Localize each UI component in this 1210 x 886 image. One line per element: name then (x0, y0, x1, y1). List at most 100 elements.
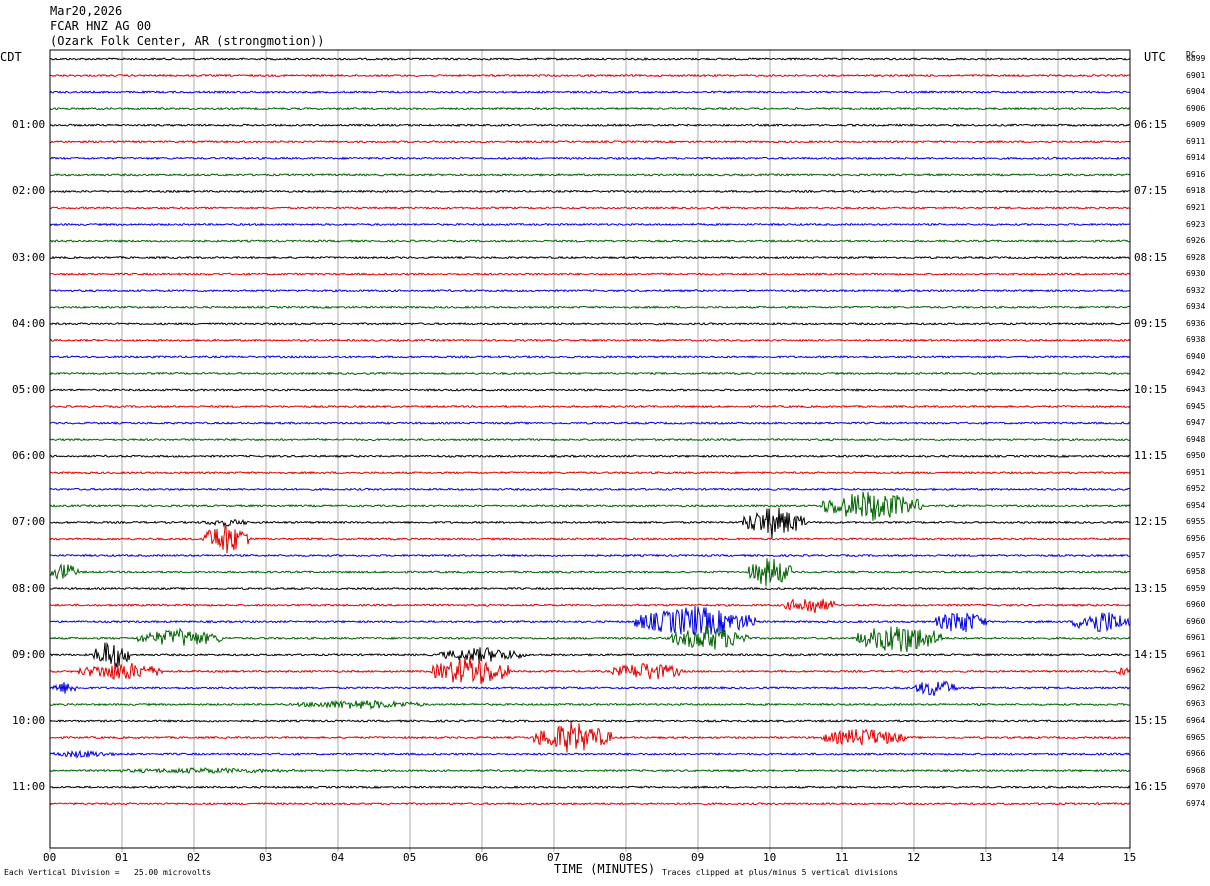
trace-15 (49, 305, 1131, 310)
trace-0 (49, 57, 1131, 61)
dc-value: 6923 (1186, 219, 1206, 229)
trace-23 (49, 437, 1131, 442)
x-tick-label: 11 (835, 851, 849, 864)
trace-20 (49, 388, 1131, 392)
dc-value: 6904 (1186, 87, 1206, 97)
dc-value: 6962 (1186, 682, 1206, 692)
trace-10 (49, 222, 1131, 227)
dc-value: 6960 (1186, 600, 1206, 610)
dc-value: 6960 (1186, 616, 1206, 626)
trace-2 (49, 90, 1131, 94)
x-tick-label: 00 (43, 851, 57, 864)
right-time-label: 10:15 (1134, 383, 1168, 396)
left-time-label: 11:00 (12, 780, 46, 794)
trace-34 (49, 606, 1131, 635)
left-time-label: 10:00 (12, 714, 46, 727)
trace-18 (49, 354, 1131, 359)
x-tick-label: 09 (691, 851, 705, 864)
right-time-label: 14:15 (1134, 647, 1168, 661)
x-axis-title: TIME (MINUTES) (554, 862, 656, 876)
right-time-label: 12:15 (1134, 515, 1168, 529)
dc-value: 6970 (1186, 782, 1206, 792)
trace-25 (49, 470, 1131, 475)
left-time-label: 04:00 (12, 316, 46, 330)
trace-13 (49, 272, 1131, 276)
x-tick-label: 13 (979, 851, 993, 864)
dc-value: 6936 (1186, 318, 1206, 328)
x-tick-label: 10 (763, 851, 777, 864)
dc-value: 6916 (1186, 169, 1206, 179)
trace-5 (49, 139, 1131, 144)
left-time-label: 08:00 (12, 581, 46, 595)
dc-value: 6964 (1186, 716, 1206, 725)
trace-41 (49, 722, 1131, 753)
x-tick-label: 04 (331, 851, 345, 864)
dc-value: 6974 (1186, 798, 1206, 808)
dc-value: 6928 (1186, 252, 1206, 262)
dc-value: 6955 (1186, 517, 1206, 527)
left-timezone-label: CDT (0, 50, 22, 64)
x-tick-label: 14 (1051, 851, 1065, 864)
dc-value: 6934 (1186, 302, 1206, 312)
dc-value: 6958 (1186, 567, 1206, 577)
dc-value: 6942 (1186, 368, 1206, 378)
plot-grid (49, 50, 1131, 852)
location-label: (Ozark Folk Center, AR (strongmotion)) (50, 34, 325, 48)
dc-value: 6918 (1186, 186, 1206, 196)
trace-33 (49, 598, 1131, 614)
trace-7 (49, 173, 1131, 177)
trace-31 (49, 558, 1130, 587)
trace-27 (49, 491, 1131, 521)
right-time-label: 15:15 (1134, 714, 1168, 727)
left-time-label: 06:00 (12, 449, 46, 463)
dc-value: 6901 (1186, 70, 1206, 80)
trace-37 (49, 656, 1131, 684)
x-tick-label: 03 (259, 851, 273, 864)
x-tick-label: 07 (547, 851, 561, 864)
right-time-label: 09:15 (1134, 316, 1168, 330)
dc-value: 6948 (1186, 434, 1206, 444)
trace-17 (49, 338, 1131, 343)
trace-6 (49, 156, 1131, 161)
trace-16 (49, 321, 1131, 326)
dc-value: 6947 (1186, 418, 1206, 428)
trace-14 (49, 288, 1131, 293)
left-time-label: 05:00 (12, 383, 46, 396)
dc-value: 6961 (1186, 649, 1206, 659)
dc-value: 6932 (1186, 285, 1206, 295)
trace-39 (49, 699, 1131, 711)
dc-value: 6914 (1186, 153, 1206, 163)
trace-21 (49, 404, 1131, 409)
x-tick-label: 12 (907, 851, 921, 864)
x-tick-label: 02 (187, 851, 201, 864)
trace-40 (49, 719, 1131, 723)
dc-value: 6906 (1186, 103, 1206, 113)
right-time-label: 13:15 (1134, 581, 1168, 595)
right-time-label: 06:15 (1134, 118, 1168, 132)
left-time-label: 07:00 (12, 515, 46, 529)
right-time-label: 11:15 (1134, 449, 1168, 463)
dc-value: 6961 (1186, 633, 1206, 643)
dc-value: 6968 (1186, 765, 1206, 775)
dc-value: 6966 (1186, 749, 1206, 759)
dc-value: 6956 (1186, 533, 1206, 543)
trace-26 (49, 487, 1131, 492)
trace-28 (50, 507, 1131, 539)
date-label: Mar20,2026 (50, 4, 123, 18)
trace-45 (49, 801, 1131, 806)
trace-38 (49, 680, 1131, 697)
dc-label: DC (1186, 50, 1196, 59)
right-timezone-label: UTC (1144, 50, 1166, 64)
left-time-label: 02:00 (12, 184, 46, 198)
trace-22 (49, 421, 1131, 426)
trace-44 (49, 785, 1131, 790)
trace-36 (49, 641, 1131, 669)
dc-value: 6926 (1186, 236, 1206, 246)
trace-8 (49, 189, 1130, 194)
dc-value: 6945 (1186, 401, 1206, 411)
clip-note: Traces clipped at plus/minus 5 vertical … (662, 868, 899, 877)
trace-3 (49, 106, 1131, 111)
left-time-label: 09:00 (12, 647, 46, 661)
dc-value: 6950 (1186, 451, 1206, 461)
left-time-label: 03:00 (12, 250, 46, 264)
